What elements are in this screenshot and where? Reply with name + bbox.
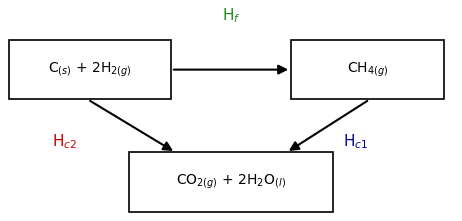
- FancyBboxPatch shape: [129, 152, 333, 212]
- FancyBboxPatch shape: [9, 40, 171, 99]
- Text: H$_{c2}$: H$_{c2}$: [52, 132, 77, 151]
- Text: C$_{(s)}$ + 2H$_{2(g)}$: C$_{(s)}$ + 2H$_{2(g)}$: [48, 61, 132, 79]
- Text: H$_{c1}$: H$_{c1}$: [343, 132, 368, 151]
- Text: CH$_{4(g)}$: CH$_{4(g)}$: [346, 61, 388, 79]
- Text: CO$_{2(g)}$ + 2H$_2$O$_{(l)}$: CO$_{2(g)}$ + 2H$_2$O$_{(l)}$: [176, 173, 286, 191]
- Text: H$_f$: H$_f$: [222, 6, 240, 25]
- FancyBboxPatch shape: [291, 40, 444, 99]
